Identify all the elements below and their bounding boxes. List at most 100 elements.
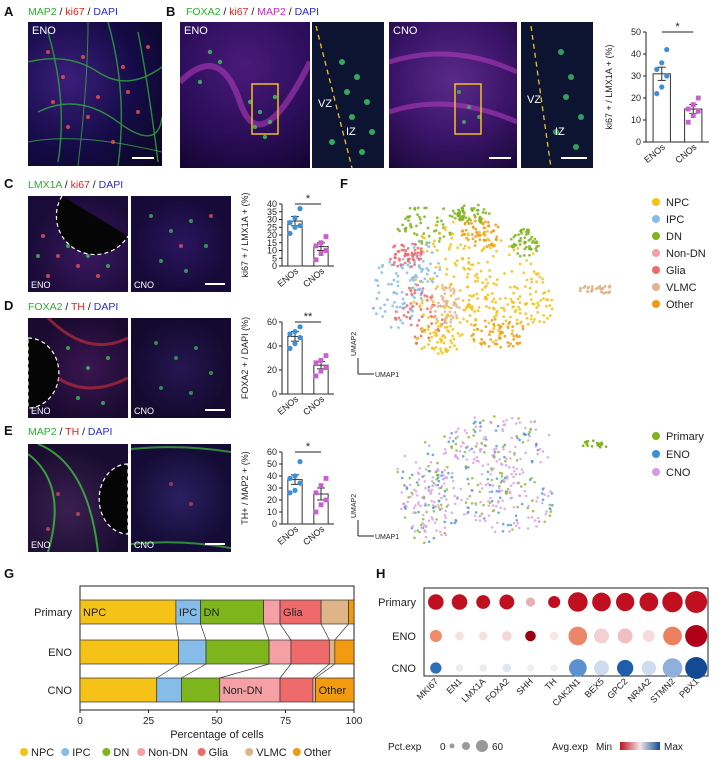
umap-top-point <box>399 319 403 322</box>
umap-bottom-point <box>456 435 460 438</box>
connector-1-5 <box>315 663 336 679</box>
umap-top-point <box>401 266 404 270</box>
umap-top-point <box>402 313 406 317</box>
umap-top-point <box>451 232 455 236</box>
umap-bottom-point <box>498 484 501 488</box>
umap-top-point <box>489 230 493 234</box>
umap-top-point <box>449 320 452 324</box>
umap-bottom-point <box>422 523 426 527</box>
umap-top-point <box>392 291 396 295</box>
umap-bottom-point <box>520 468 524 471</box>
umap-top-point <box>519 236 523 240</box>
point-D-0-0 <box>287 345 293 351</box>
y-tick-label-E-1: 10 <box>267 507 277 517</box>
umap-top-point <box>546 316 549 320</box>
umap-top-point <box>408 317 412 320</box>
connector-1-1 <box>181 663 207 679</box>
sig-mark-E: * <box>306 441 311 453</box>
umap-bottom-point <box>504 476 507 480</box>
umap-top-point <box>415 233 419 237</box>
umap-top-point <box>532 270 536 273</box>
umap-bottom-point <box>604 445 608 448</box>
umap-bottom-point <box>510 436 514 440</box>
umap-top-point <box>468 267 472 271</box>
umap-top-point <box>476 309 480 313</box>
umap-top-point <box>390 263 394 267</box>
umap-bottom-point <box>447 471 450 475</box>
bottom-legend-label-Other: Other <box>304 747 332 759</box>
umap-top-point <box>473 279 477 283</box>
umap-top-point <box>512 334 516 338</box>
umap-top-point <box>521 327 525 331</box>
umap-top-point <box>412 279 416 282</box>
umap-bottom-point <box>412 506 416 510</box>
umap-bottom-point <box>424 486 427 490</box>
umap-top-point <box>478 230 481 234</box>
point-E-1-1 <box>318 502 324 508</box>
umap-bottom-point <box>530 460 534 463</box>
umap-top-point <box>487 220 490 224</box>
bottom-legend-label-Glia: Glia <box>209 747 229 759</box>
micrograph-c-eno-texture <box>36 196 128 278</box>
umap-top-point <box>453 216 457 220</box>
micrograph-e-cno-tag: CNO <box>134 540 154 550</box>
umap-bottom-point <box>473 514 477 518</box>
umap-top-point <box>417 264 421 267</box>
umap-bottom-point <box>507 466 511 469</box>
bottom-legend-dot-DN <box>102 748 111 756</box>
x-tick-label-E-0: ENOs <box>275 524 300 547</box>
umap-top-point <box>486 224 490 228</box>
stack-seg-CNO-Non-DN <box>219 677 281 703</box>
umap-top-point <box>452 291 455 295</box>
dot-ENO-LMX1A <box>478 631 488 641</box>
umap-bottom-point <box>411 492 414 496</box>
umap-bottom-point <box>547 433 551 437</box>
umap-bottom-point <box>543 520 547 524</box>
umap-top-point <box>474 240 477 243</box>
umap-bottom-point <box>427 444 431 447</box>
umap-top-point <box>427 316 430 319</box>
umap-top-point <box>473 274 477 278</box>
y-tick-label-D-3: 60 <box>267 317 277 327</box>
umap-top-point <box>456 332 460 335</box>
stain-a-part-3: / <box>84 6 94 18</box>
umap-top-point <box>490 292 494 295</box>
umap-bottom-point <box>456 496 459 499</box>
umap-top-point <box>404 249 408 252</box>
umap-top-point <box>488 275 492 279</box>
y-tick-label-C-1: 5 <box>272 253 277 263</box>
umap-bottom-point <box>425 525 428 528</box>
umap-top-point <box>462 247 466 251</box>
micrograph-a: ENO <box>28 22 162 166</box>
point-B-1-3 <box>685 106 691 112</box>
umap-top-point <box>469 323 473 326</box>
umap-top-point <box>430 305 433 308</box>
umap-bottom-point <box>416 471 420 474</box>
umap-legend-label-Primary: Primary <box>666 431 704 443</box>
umap-axis-x-label-1: UMAP1 <box>375 534 399 541</box>
umap-top-point <box>434 265 438 269</box>
umap-bottom-point <box>516 521 520 525</box>
umap-top-point <box>416 324 419 327</box>
umap-bottom-point <box>476 483 480 487</box>
umap-top-point <box>578 289 582 293</box>
umap-top-point <box>494 301 498 304</box>
umap-bottom-point <box>491 509 495 513</box>
umap-top-point <box>443 292 447 296</box>
stack-seg-ENO-DN <box>205 639 270 665</box>
point-B-1-5 <box>695 95 701 101</box>
micrograph-e-eno-tag: ENO <box>31 540 51 550</box>
dot-ENO-PBX1 <box>685 625 708 647</box>
umap-top-point <box>428 241 431 245</box>
umap-bottom-point <box>493 450 497 454</box>
umap-bottom-point <box>549 490 552 493</box>
umap-bottom-point <box>501 445 505 449</box>
umap-bottom-point <box>422 474 426 478</box>
umap-top-point <box>523 236 527 240</box>
umap-bottom-point <box>465 431 468 435</box>
umap-legend-dot-NPC <box>652 198 660 206</box>
umap-top-point <box>501 322 505 326</box>
umap-bottom-point <box>478 421 482 425</box>
umap-legend-dot-CNO <box>652 468 660 476</box>
